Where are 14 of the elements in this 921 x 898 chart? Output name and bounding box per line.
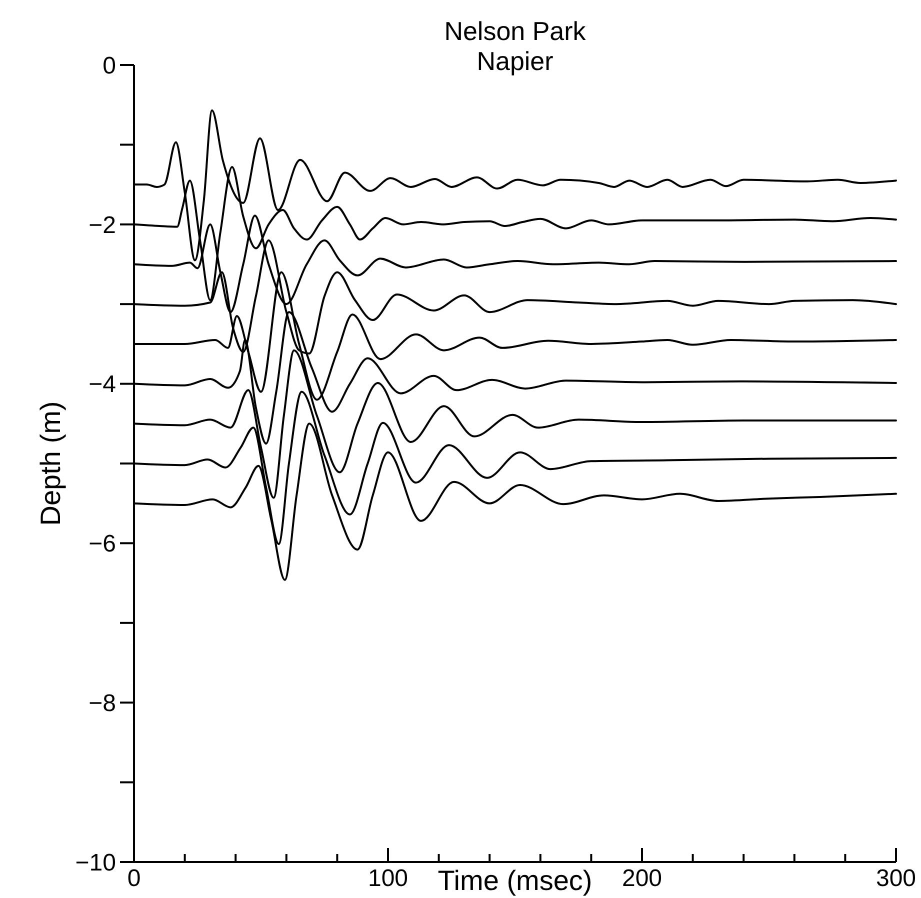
x-tick-label: 100	[368, 865, 408, 892]
x-tick-label: 0	[127, 865, 141, 892]
y-tick-label: −2	[88, 212, 116, 239]
chart-title: Nelson Park	[444, 16, 587, 46]
y-tick-label: −6	[88, 530, 116, 558]
x-tick-label: 300	[876, 865, 916, 892]
y-tick-label: −4	[88, 371, 116, 398]
y-tick-label: −8	[88, 690, 116, 717]
y-tick-label: 0	[102, 52, 116, 80]
y-axis-title: Depth (m)	[35, 401, 66, 526]
y-tick-label: −10	[75, 849, 116, 876]
chart-subtitle: Napier	[476, 46, 554, 76]
x-tick-label: 200	[622, 865, 662, 892]
x-axis-title: Time (msec)	[438, 865, 592, 896]
